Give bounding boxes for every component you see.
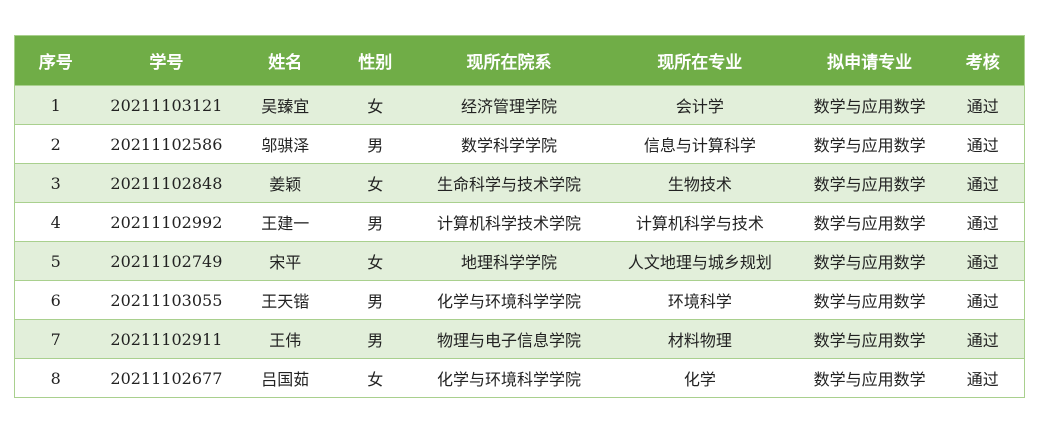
header-target-major: 拟申请专业: [797, 35, 942, 86]
cell-department: 生命科学与技术学院: [416, 163, 602, 203]
cell-target-major: 数学与应用数学: [797, 319, 942, 359]
cell-student-id: 20211102911: [96, 319, 237, 359]
cell-target-major: 数学与应用数学: [797, 163, 942, 203]
cell-name: 姜颖: [236, 163, 335, 203]
cell-seq: 1: [14, 85, 97, 125]
header-row: 序号 学号 姓名 性别 现所在院系 现所在专业 拟申请专业 考核: [14, 35, 1025, 86]
cell-target-major: 数学与应用数学: [797, 202, 942, 242]
cell-target-major: 数学与应用数学: [797, 358, 942, 398]
table-row: 6 20211103055 王天锴男化学与环境科学学院 环境科学 数学与应用数学 通过: [14, 280, 1025, 320]
cell-name: 王建一: [236, 202, 335, 242]
cell-assessment: 通过: [941, 241, 1025, 281]
cell-major: 化学: [601, 358, 798, 398]
cell-seq: 4: [14, 202, 97, 242]
cell-seq: 6: [14, 280, 97, 320]
header-major: 现所在专业: [601, 35, 798, 86]
cell-name: 吕国茹: [236, 358, 335, 398]
cell-name: 邬骐泽: [236, 124, 335, 164]
cell-major: 信息与计算科学: [601, 124, 798, 164]
table-row: 5 20211102749 宋平女地理科学学院 人文地理与城乡规划 数学与应用数学 通过: [14, 241, 1025, 281]
cell-gender: 女: [334, 241, 417, 281]
cell-major: 计算机科学与技术: [601, 202, 798, 242]
cell-target-major: 数学与应用数学: [797, 124, 942, 164]
cell-major: 人文地理与城乡规划: [601, 241, 798, 281]
cell-gender: 女: [334, 163, 417, 203]
cell-seq: 2: [14, 124, 97, 164]
cell-target-major: 数学与应用数学: [797, 85, 942, 125]
cell-name: 王伟: [236, 319, 335, 359]
cell-student-id: 20211102586: [96, 124, 237, 164]
cell-name: 王天锴: [236, 280, 335, 320]
cell-department: 物理与电子信息学院: [416, 319, 602, 359]
header-assessment: 考核: [941, 35, 1025, 86]
cell-assessment: 通过: [941, 358, 1025, 398]
cell-target-major: 数学与应用数学: [797, 280, 942, 320]
header-gender: 性别: [334, 35, 417, 86]
cell-seq: 3: [14, 163, 97, 203]
table-row: 4 20211102992 王建一男计算机科学技术学院 计算机科学与技术 数学与应用数学…: [14, 202, 1025, 242]
cell-student-id: 20211103055: [96, 280, 237, 320]
cell-gender: 男: [334, 280, 417, 320]
cell-department: 化学与环境科学学院: [416, 358, 602, 398]
cell-gender: 男: [334, 124, 417, 164]
cell-seq: 5: [14, 241, 97, 281]
student-table: 序号 学号 姓名 性别 现所在院系 现所在专业 拟申请专业 考核 1 20211103121 吴臻…: [14, 35, 1025, 398]
table-row: 2 20211102586 邬骐泽男数学科学学院 信息与计算科学 数学与应用数学 通过: [14, 124, 1025, 164]
cell-department: 计算机科学技术学院: [416, 202, 602, 242]
cell-major: 材料物理: [601, 319, 798, 359]
table-row: 8 20211102677 吕国茹女化学与环境科学学院 化学 数学与应用数学 通过: [14, 358, 1025, 398]
cell-student-id: 20211102749: [96, 241, 237, 281]
cell-gender: 男: [334, 319, 417, 359]
cell-target-major: 数学与应用数学: [797, 241, 942, 281]
table-row: 3 20211102848 姜颖女生命科学与技术学院 生物技术 数学与应用数学 通过: [14, 163, 1025, 203]
cell-major: 环境科学: [601, 280, 798, 320]
header-student-id: 学号: [96, 35, 237, 86]
cell-gender: 男: [334, 202, 417, 242]
cell-student-id: 20211102677: [96, 358, 237, 398]
cell-major: 会计学: [601, 85, 798, 125]
cell-assessment: 通过: [941, 202, 1025, 242]
cell-seq: 7: [14, 319, 97, 359]
cell-student-id: 20211103121: [96, 85, 237, 125]
table-row: 7 20211102911 王伟男物理与电子信息学院 材料物理 数学与应用数学 通过: [14, 319, 1025, 359]
header-name: 姓名: [236, 35, 335, 86]
cell-department: 化学与环境科学学院: [416, 280, 602, 320]
cell-gender: 女: [334, 358, 417, 398]
cell-department: 地理科学学院: [416, 241, 602, 281]
cell-student-id: 20211102992: [96, 202, 237, 242]
cell-assessment: 通过: [941, 85, 1025, 125]
cell-gender: 女: [334, 85, 417, 125]
cell-assessment: 通过: [941, 280, 1025, 320]
cell-name: 吴臻宜: [236, 85, 335, 125]
cell-department: 经济管理学院: [416, 85, 602, 125]
header-seq: 序号: [14, 35, 97, 86]
cell-major: 生物技术: [601, 163, 798, 203]
header-department: 现所在院系: [416, 35, 602, 86]
cell-name: 宋平: [236, 241, 335, 281]
cell-assessment: 通过: [941, 124, 1025, 164]
cell-assessment: 通过: [941, 319, 1025, 359]
table-row: 1 20211103121 吴臻宜女经济管理学院 会计学 数学与应用数学 通过: [14, 85, 1025, 125]
cell-department: 数学科学学院: [416, 124, 602, 164]
cell-student-id: 20211102848: [96, 163, 237, 203]
cell-seq: 8: [14, 358, 97, 398]
cell-assessment: 通过: [941, 163, 1025, 203]
